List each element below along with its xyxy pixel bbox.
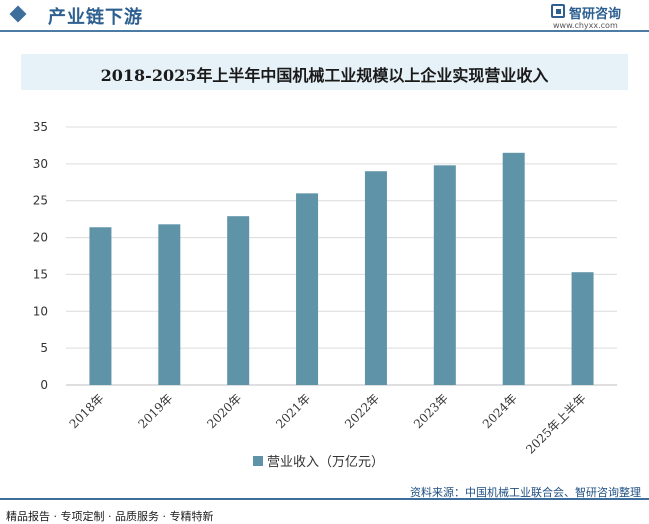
x-tick-label: 2025年上半年 (523, 391, 588, 456)
footer-slogan: 精品报告 · 专项定制 · 品质服务 · 专精特新 (6, 510, 214, 523)
brand-logo: 智研咨询 www.chyxx.com (551, 4, 641, 30)
bar (364, 171, 387, 385)
logo-name: 智研咨询 (569, 7, 622, 22)
y-tick-label: 0 (40, 378, 48, 392)
y-tick-label: 30 (33, 157, 48, 171)
x-tick-label: 2018年 (67, 391, 107, 431)
bar (158, 224, 181, 385)
chart-title-box: 2018-2025年上半年中国机械工业规模以上企业实现营业收入 (21, 54, 628, 90)
x-tick-label: 2020年 (204, 391, 244, 431)
legend-label: 营业收入（万亿元） (267, 455, 384, 470)
x-tick-label: 2022年 (342, 391, 382, 431)
x-tick-label: 2023年 (411, 391, 451, 431)
bar (571, 272, 594, 385)
y-tick-label: 35 (33, 120, 48, 134)
y-tick-label: 25 (33, 194, 48, 208)
bar (296, 193, 319, 385)
y-tick-label: 10 (33, 304, 48, 318)
x-tick-label: 2019年 (135, 391, 175, 431)
y-tick-label: 20 (33, 231, 48, 245)
legend-swatch (253, 456, 263, 466)
logo-icon (551, 4, 565, 18)
footer-divider (0, 498, 649, 500)
page-header: 产业链下游 智研咨询 www.chyxx.com (0, 0, 649, 30)
bar (433, 165, 456, 385)
bar (89, 227, 112, 385)
source-note: 资料来源：中国机械工业联合会、智研咨询整理 (410, 486, 641, 499)
bar-chart: 0 5 10 15 20 25 30 35 2018年 2019年 2020年 2021年 2022年 2… (33, 120, 617, 470)
bar (227, 216, 250, 385)
section-title: 产业链下游 (48, 7, 143, 28)
y-tick-label: 5 (40, 341, 48, 355)
logo-url: www.chyxx.com (553, 21, 618, 30)
y-tick-label: 15 (33, 267, 48, 281)
x-tick-label: 2021年 (273, 391, 313, 431)
bar (502, 152, 525, 385)
chart-title: 2018-2025年上半年中国机械工业规模以上企业实现营业收入 (100, 66, 549, 85)
x-tick-label: 2024年 (480, 391, 520, 431)
header-divider (0, 30, 649, 32)
page-footer: 资料来源：中国机械工业联合会、智研咨询整理 精品报告 · 专项定制 · 品质服务… (0, 486, 649, 524)
